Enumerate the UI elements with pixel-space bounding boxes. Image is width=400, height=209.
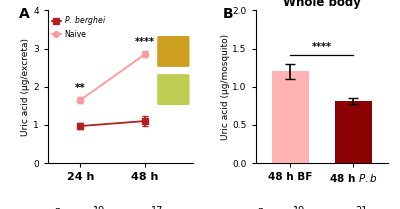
Y-axis label: Uric acid (μg/excreta): Uric acid (μg/excreta) (22, 38, 30, 136)
FancyBboxPatch shape (157, 74, 190, 105)
Bar (334, 101, 372, 163)
FancyBboxPatch shape (157, 36, 190, 67)
Legend: $\it{P.\ berghei}$, Naive: $\it{P.\ berghei}$, Naive (52, 14, 106, 39)
Text: 17: 17 (151, 206, 163, 209)
Text: B: B (223, 7, 234, 21)
Text: A: A (19, 7, 30, 21)
Y-axis label: Uric acid (μg/mosquito): Uric acid (μg/mosquito) (221, 34, 230, 140)
Text: n =: n = (258, 206, 276, 209)
Text: 21: 21 (355, 206, 368, 209)
Text: **: ** (75, 83, 86, 93)
Text: ****: **** (135, 37, 155, 47)
Title: Whole body: Whole body (283, 0, 361, 9)
Text: ****: **** (312, 42, 332, 52)
Bar (272, 71, 309, 163)
Text: n =: n = (55, 206, 73, 209)
Text: 19: 19 (293, 206, 306, 209)
Text: 19: 19 (93, 206, 105, 209)
